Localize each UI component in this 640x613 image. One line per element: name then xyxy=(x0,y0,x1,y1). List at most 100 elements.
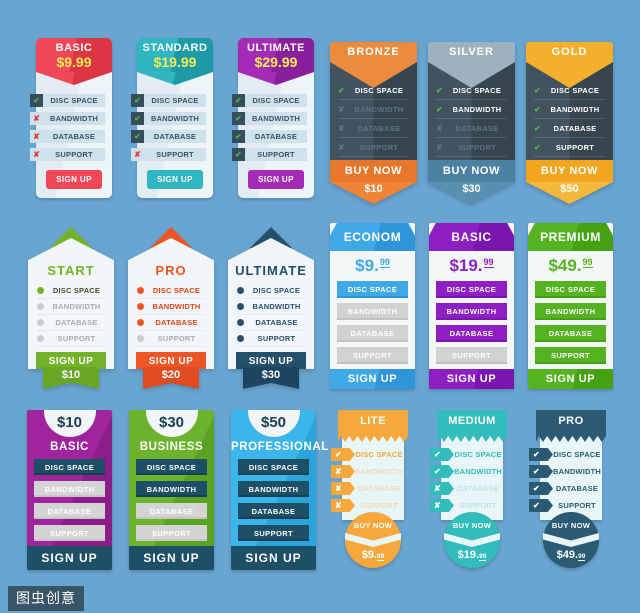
plan-name: ECONOM xyxy=(343,230,402,244)
feature-row: DISC SPACE xyxy=(34,459,105,475)
sign-up-button[interactable]: SIGN UP xyxy=(528,369,613,389)
check-tag-icon xyxy=(430,465,454,478)
sign-up-button[interactable]: SIGN UP xyxy=(129,546,214,570)
bullet-icon xyxy=(37,335,44,342)
sign-up-button[interactable]: SIGN UP xyxy=(231,546,316,570)
feature-row: DISC SPACE xyxy=(136,459,207,475)
pricing-card-medium: MEDIUM DISC SPACE BANDWIDTH DATABASE SUP… xyxy=(430,410,507,573)
feature-row: DATABASE xyxy=(30,130,105,143)
feature-row: DISC SPACE xyxy=(529,448,602,461)
feature-row: BANDWIDTH xyxy=(136,481,207,497)
buy-now-button[interactable]: BUY NOW xyxy=(330,160,417,182)
feature-row: SUPPORT xyxy=(436,138,507,157)
plan-name: SILVER xyxy=(449,46,494,58)
check-tag-icon xyxy=(529,482,553,495)
feature-list: DISC SPACE BANDWIDTH DATABASE SUPPORT xyxy=(30,94,112,161)
sign-up-button[interactable]: SIGN UP xyxy=(27,546,112,570)
feature-row: DATABASE xyxy=(430,482,503,495)
check-icon xyxy=(436,105,447,114)
feature-row: BANDWIDTH xyxy=(430,465,503,478)
check-tag-icon xyxy=(529,499,553,512)
feature-list: DISC SPACE BANDWIDTH DATABASE SUPPORT xyxy=(430,448,503,516)
feature-list: DISC SPACE BANDWIDTH DATABASE SUPPORT xyxy=(27,459,112,541)
plan-price: $9.99 xyxy=(361,549,385,561)
feature-list: DISC SPACE BANDWIDTH DATABASE SUPPORT xyxy=(330,281,415,364)
feature-row: DISC SPACE xyxy=(337,281,408,298)
check-tag-icon xyxy=(529,448,553,461)
card-header: ECONOM xyxy=(330,223,415,251)
watermark: 图虫创意 xyxy=(8,586,84,611)
card-header: BASIC xyxy=(429,223,514,251)
cross-icon xyxy=(436,143,447,152)
check-icon xyxy=(338,86,349,95)
plan-price: $49.99 xyxy=(548,256,593,275)
buy-now-button[interactable]: BUY NOW xyxy=(526,160,613,182)
feature-row: SUPPORT xyxy=(136,525,207,541)
feature-list: DISC SPACE BANDWIDTH DATABASE SUPPORT xyxy=(331,448,404,516)
buy-now-button[interactable]: BUY NOW $9.99 xyxy=(345,512,401,568)
sign-up-button[interactable]: SIGN UP xyxy=(35,352,107,369)
feature-list: DISC SPACE BANDWIDTH DATABASE SUPPORT xyxy=(131,94,213,161)
feature-row: DATABASE xyxy=(137,315,205,331)
feature-list: DISC SPACE BANDWIDTH DATABASE SUPPORT xyxy=(232,94,314,161)
feature-row: BANDWIDTH xyxy=(535,303,606,320)
card-header: SILVER xyxy=(428,42,515,62)
feature-row: SUPPORT xyxy=(137,331,205,347)
pricing-card-professional-50: $50 PROFESSIONAL DISC SPACE BANDWIDTH DA… xyxy=(231,410,328,570)
feature-row: SUPPORT xyxy=(338,138,409,157)
plan-name: ULTIMATE xyxy=(235,263,307,278)
bullet-icon xyxy=(237,287,244,294)
check-icon xyxy=(232,112,245,125)
cross-icon xyxy=(338,105,349,114)
price-ribbon: $30 xyxy=(242,367,300,389)
plan-name: BRONZE xyxy=(347,46,400,58)
sign-up-button[interactable]: SIGN UP xyxy=(248,170,304,189)
check-icon xyxy=(534,143,545,152)
plan-name: STANDARD xyxy=(142,42,208,54)
feature-row: DATABASE xyxy=(436,325,507,342)
plan-name: BASIC xyxy=(50,441,89,453)
feature-row: BANDWIDTH xyxy=(34,481,105,497)
sign-up-button[interactable]: SIGN UP xyxy=(135,352,207,369)
pricing-card-bronze: BRONZE DISC SPACE BANDWIDTH DATABASE SUP… xyxy=(330,42,417,204)
title-ribbon: MEDIUM xyxy=(437,410,507,442)
sign-up-button[interactable]: SIGN UP xyxy=(330,369,415,389)
feature-row: DISC SPACE xyxy=(534,81,605,100)
bullet-icon xyxy=(37,319,44,326)
feature-row: SUPPORT xyxy=(534,138,605,157)
sign-up-button[interactable]: SIGN UP xyxy=(46,170,102,189)
buy-now-button[interactable]: BUY NOW xyxy=(428,160,515,182)
plan-name: BASIC xyxy=(55,42,93,54)
sign-up-button[interactable]: SIGN UP xyxy=(429,369,514,389)
feature-row: DATABASE xyxy=(534,119,605,138)
feature-row: BANDWIDTH xyxy=(529,465,602,478)
feature-row: DISC SPACE xyxy=(436,281,507,298)
sign-up-button[interactable]: SIGN UP xyxy=(235,352,307,369)
feature-row: DISC SPACE xyxy=(137,283,205,299)
plan-price: $29.99 xyxy=(254,54,298,70)
pricing-card-basic-10: $10 BASIC DISC SPACE BANDWIDTH DATABASE … xyxy=(27,410,112,570)
price-ribbon: $20 xyxy=(142,367,200,389)
feature-row: DATABASE xyxy=(338,119,409,138)
pricing-set-ribbon-circle: LITE DISC SPACE BANDWIDTH DATABASE SUPPO… xyxy=(331,410,606,573)
feature-row: DISC SPACE xyxy=(535,281,606,298)
buy-now-button[interactable]: BUY NOW $49.99 xyxy=(543,512,599,568)
bullet-icon xyxy=(137,335,144,342)
feature-row: DISC SPACE xyxy=(436,81,507,100)
cross-icon xyxy=(436,124,447,133)
feature-list: DISC SPACE BANDWIDTH DATABASE SUPPORT xyxy=(528,281,613,364)
check-tag-icon xyxy=(529,465,553,478)
feature-row: DATABASE xyxy=(331,482,404,495)
cross-tag-icon xyxy=(331,482,355,495)
cross-tag-icon xyxy=(331,465,355,478)
feature-row: DATABASE xyxy=(535,325,606,342)
bullet-icon xyxy=(237,319,244,326)
chevron-band xyxy=(543,533,599,547)
sign-up-button[interactable]: SIGN UP xyxy=(147,170,203,189)
buy-now-button[interactable]: BUY NOW $19.99 xyxy=(444,512,500,568)
check-icon xyxy=(131,130,144,143)
cross-icon xyxy=(30,112,43,125)
check-icon xyxy=(131,112,144,125)
feature-row: DATABASE xyxy=(237,315,305,331)
